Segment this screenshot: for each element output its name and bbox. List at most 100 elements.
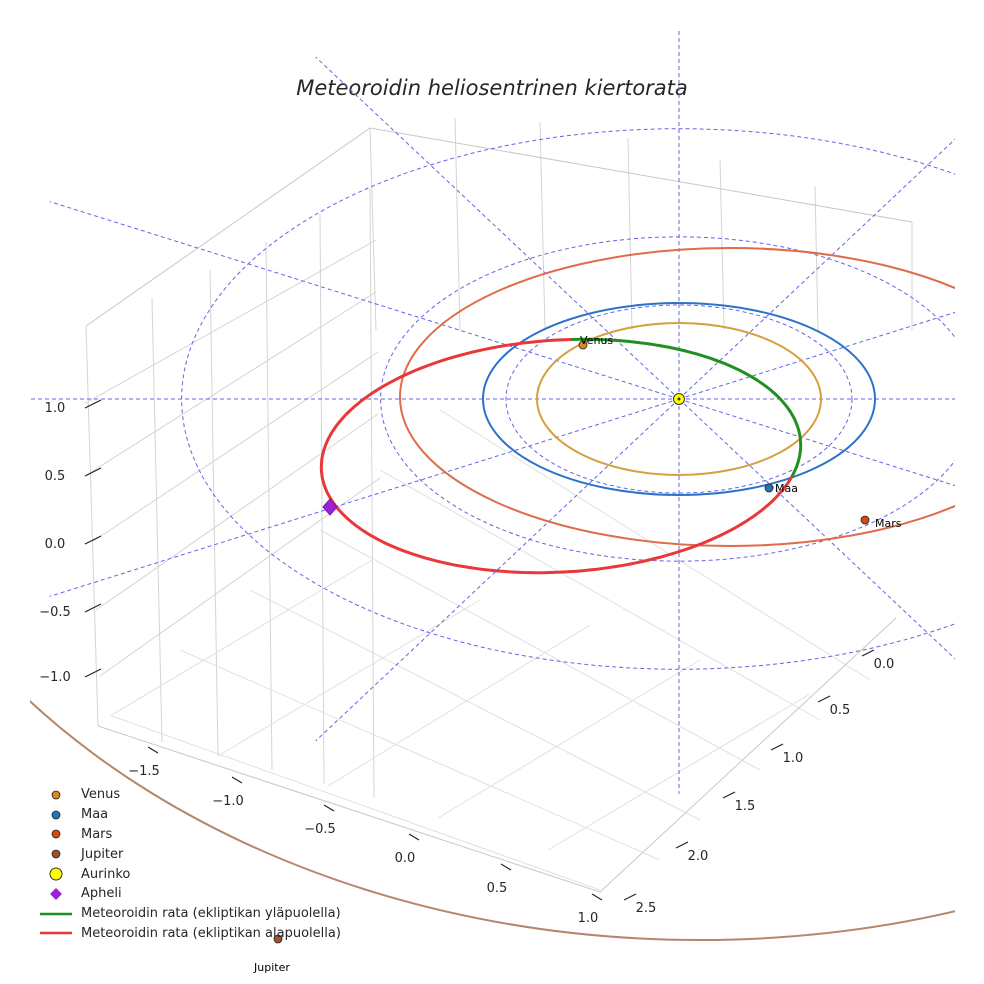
grid-spoke [678, 398, 955, 487]
grid-line-back-2 [539, 121, 546, 331]
legend-line-icon [36, 906, 78, 922]
x-tick-label: 0.5 [830, 703, 851, 718]
planet-maa [764, 483, 774, 493]
legend-circle-icon [36, 826, 78, 842]
legend-circle-icon [36, 807, 78, 823]
planet-venus [578, 340, 588, 350]
grid-line-z-1 [87, 291, 377, 475]
y-tick-label: −1.0 [212, 794, 244, 809]
z-tick-mark [84, 467, 102, 477]
axes-panes [83, 117, 913, 893]
z-tick-label: −0.5 [39, 605, 71, 620]
grid-line-left-5 [369, 187, 375, 799]
grid-spoke [49, 398, 680, 597]
y-tick-label: −0.5 [304, 822, 336, 837]
z-tick-label: −1.0 [39, 670, 71, 685]
y-tick-mark [591, 893, 603, 901]
grid-line-z-3 [95, 413, 379, 611]
y-tick-mark [231, 776, 243, 784]
grid-line-back-1 [454, 117, 461, 331]
legend-item: Aurinko [36, 864, 341, 884]
y-tick-mark [323, 804, 335, 812]
legend-item: Mars [36, 825, 341, 845]
legend-label: Meteoroidin rata (ekliptikan alapuolella… [81, 925, 341, 941]
grid-line-left-0 [85, 325, 99, 727]
floor-line-2 [249, 589, 701, 821]
x-tick-mark [861, 649, 875, 657]
legend-label: Mars [81, 826, 113, 842]
orbit-mars [399, 247, 955, 547]
z-tick-mark [84, 668, 102, 678]
grid-spoke [678, 311, 955, 400]
z-tick-mark [84, 535, 102, 545]
legend-item: Venus [36, 785, 341, 805]
y-tick-label: −1.5 [128, 764, 160, 779]
floor-line-4 [379, 469, 821, 721]
legend-label: Meteoroidin rata (ekliptikan yläpuolella… [81, 906, 341, 922]
legend-circle-icon [36, 787, 78, 803]
grid-line-left-4 [319, 213, 325, 785]
x-tick-label: 0.0 [874, 657, 895, 672]
grid-line-back-5 [814, 185, 819, 331]
z-tick-mark [84, 399, 102, 409]
legend-label: Jupiter [81, 846, 124, 862]
planet-label-jupiter: Jupiter [253, 961, 290, 974]
grid-line-back-0 [369, 127, 377, 331]
legend-item: Maa [36, 805, 341, 825]
grid-spoke [49, 201, 680, 400]
orbit-jupiter [30, 699, 955, 941]
legend-sun-icon [36, 866, 78, 882]
x-tick-mark [675, 841, 689, 849]
x-tick-mark [722, 791, 736, 799]
legend-label: Aurinko [81, 866, 131, 882]
grid-line-left-2 [209, 269, 219, 757]
floor-line-6 [109, 559, 373, 717]
floor-line-3 [319, 529, 761, 771]
aphelion-marker [322, 498, 338, 516]
legend: Venus Maa Mars Jupiter Aurinko Apheli Meteoroi… [36, 785, 341, 943]
legend-circle-icon [36, 846, 78, 862]
legend-diamond-icon [36, 886, 78, 902]
grid-ring-earth [505, 304, 853, 494]
z-tick-mark [84, 603, 102, 613]
legend-item: Jupiter [36, 844, 341, 864]
y-tick-label: 0.0 [395, 851, 416, 866]
x-tick-label: 1.0 [783, 751, 804, 766]
floor-line-8 [327, 624, 591, 787]
orbit-venus [536, 322, 822, 476]
floor-line-1 [179, 649, 661, 861]
floor-line-5 [439, 409, 871, 681]
planet-mars [860, 515, 870, 525]
x-tick-mark [817, 695, 831, 703]
grid-spoke [678, 138, 955, 400]
x-tick-label: 2.5 [636, 901, 657, 916]
x-tick-label: 1.5 [735, 799, 756, 814]
z-tick-label: 1.0 [45, 401, 66, 416]
legend-item: Apheli [36, 884, 341, 904]
legend-line-icon [36, 925, 78, 941]
planet-jupiter [273, 934, 283, 944]
y-tick-label: 1.0 [578, 911, 599, 926]
grid-spoke [315, 56, 680, 400]
legend-item: Meteoroidin rata (ekliptikan alapuolella… [36, 924, 341, 944]
sun-core [677, 397, 681, 401]
orbit-maa [482, 302, 876, 496]
grid-spoke [315, 398, 680, 742]
legend-label: Maa [81, 807, 109, 823]
y-tick-mark [500, 863, 512, 871]
chart-title: Meteoroidin heliosentrinen kiertorata [296, 76, 688, 100]
grid-line-left-3 [265, 241, 273, 771]
floor-line-9 [437, 659, 701, 819]
axis-ticks: 1.0 0.5 0.0 −0.5 −1.0 −1.5 −1.0 −0.5 0.0 0.5 1.0 0.… [39, 399, 895, 926]
legend-label: Venus [81, 787, 121, 803]
box-edge-bottom [97, 617, 897, 893]
markers-layer: Venus Maa Mars Jupiter [253, 334, 902, 974]
legend-label: Apheli [81, 886, 122, 902]
floor-line-7 [217, 599, 481, 757]
planet-label-venus: Venus [580, 334, 613, 347]
floor-line-0 [111, 715, 601, 891]
x-tick-label: 2.0 [688, 849, 709, 864]
planet-label-maa: Maa [775, 482, 798, 495]
grid-line-z-2 [91, 351, 379, 543]
grid-line-left-1 [151, 297, 163, 743]
